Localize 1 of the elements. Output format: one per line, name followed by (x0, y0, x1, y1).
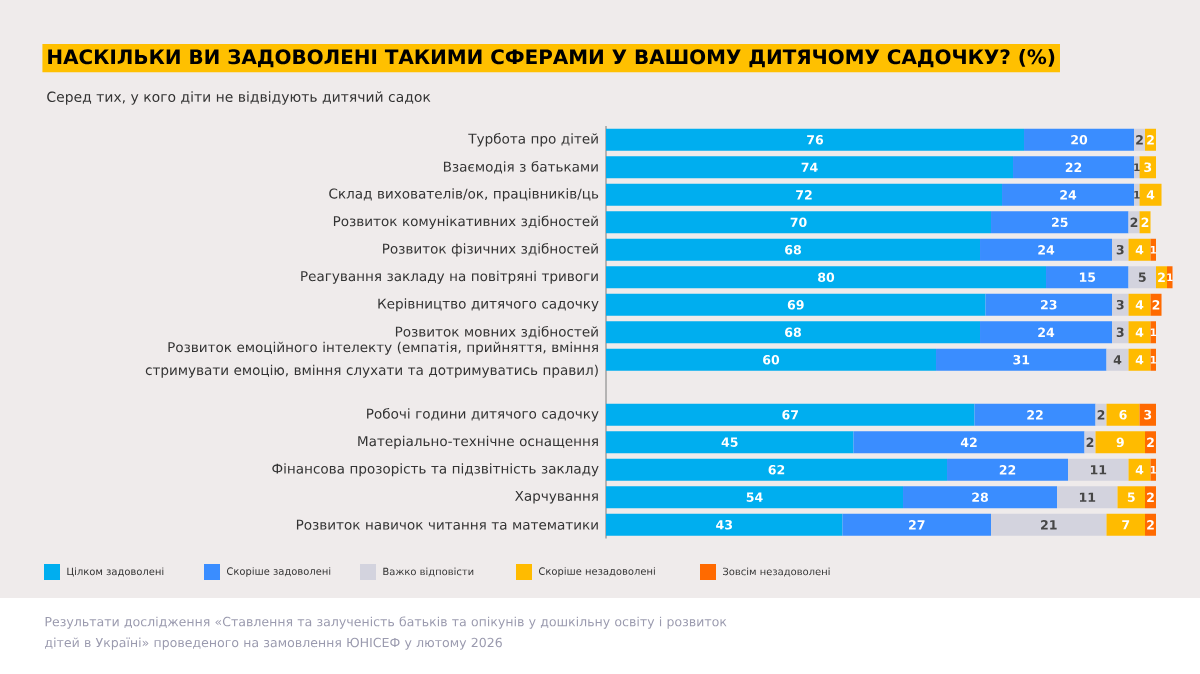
chart-title: НАСКІЛЬКИ ВИ ЗАДОВОЛЕНІ ТАКИМИ СФЕРАМИ У ВАШОМУ ДИТЯЧОМУ САДОЧКУ? (%) (48, 48, 1055, 68)
